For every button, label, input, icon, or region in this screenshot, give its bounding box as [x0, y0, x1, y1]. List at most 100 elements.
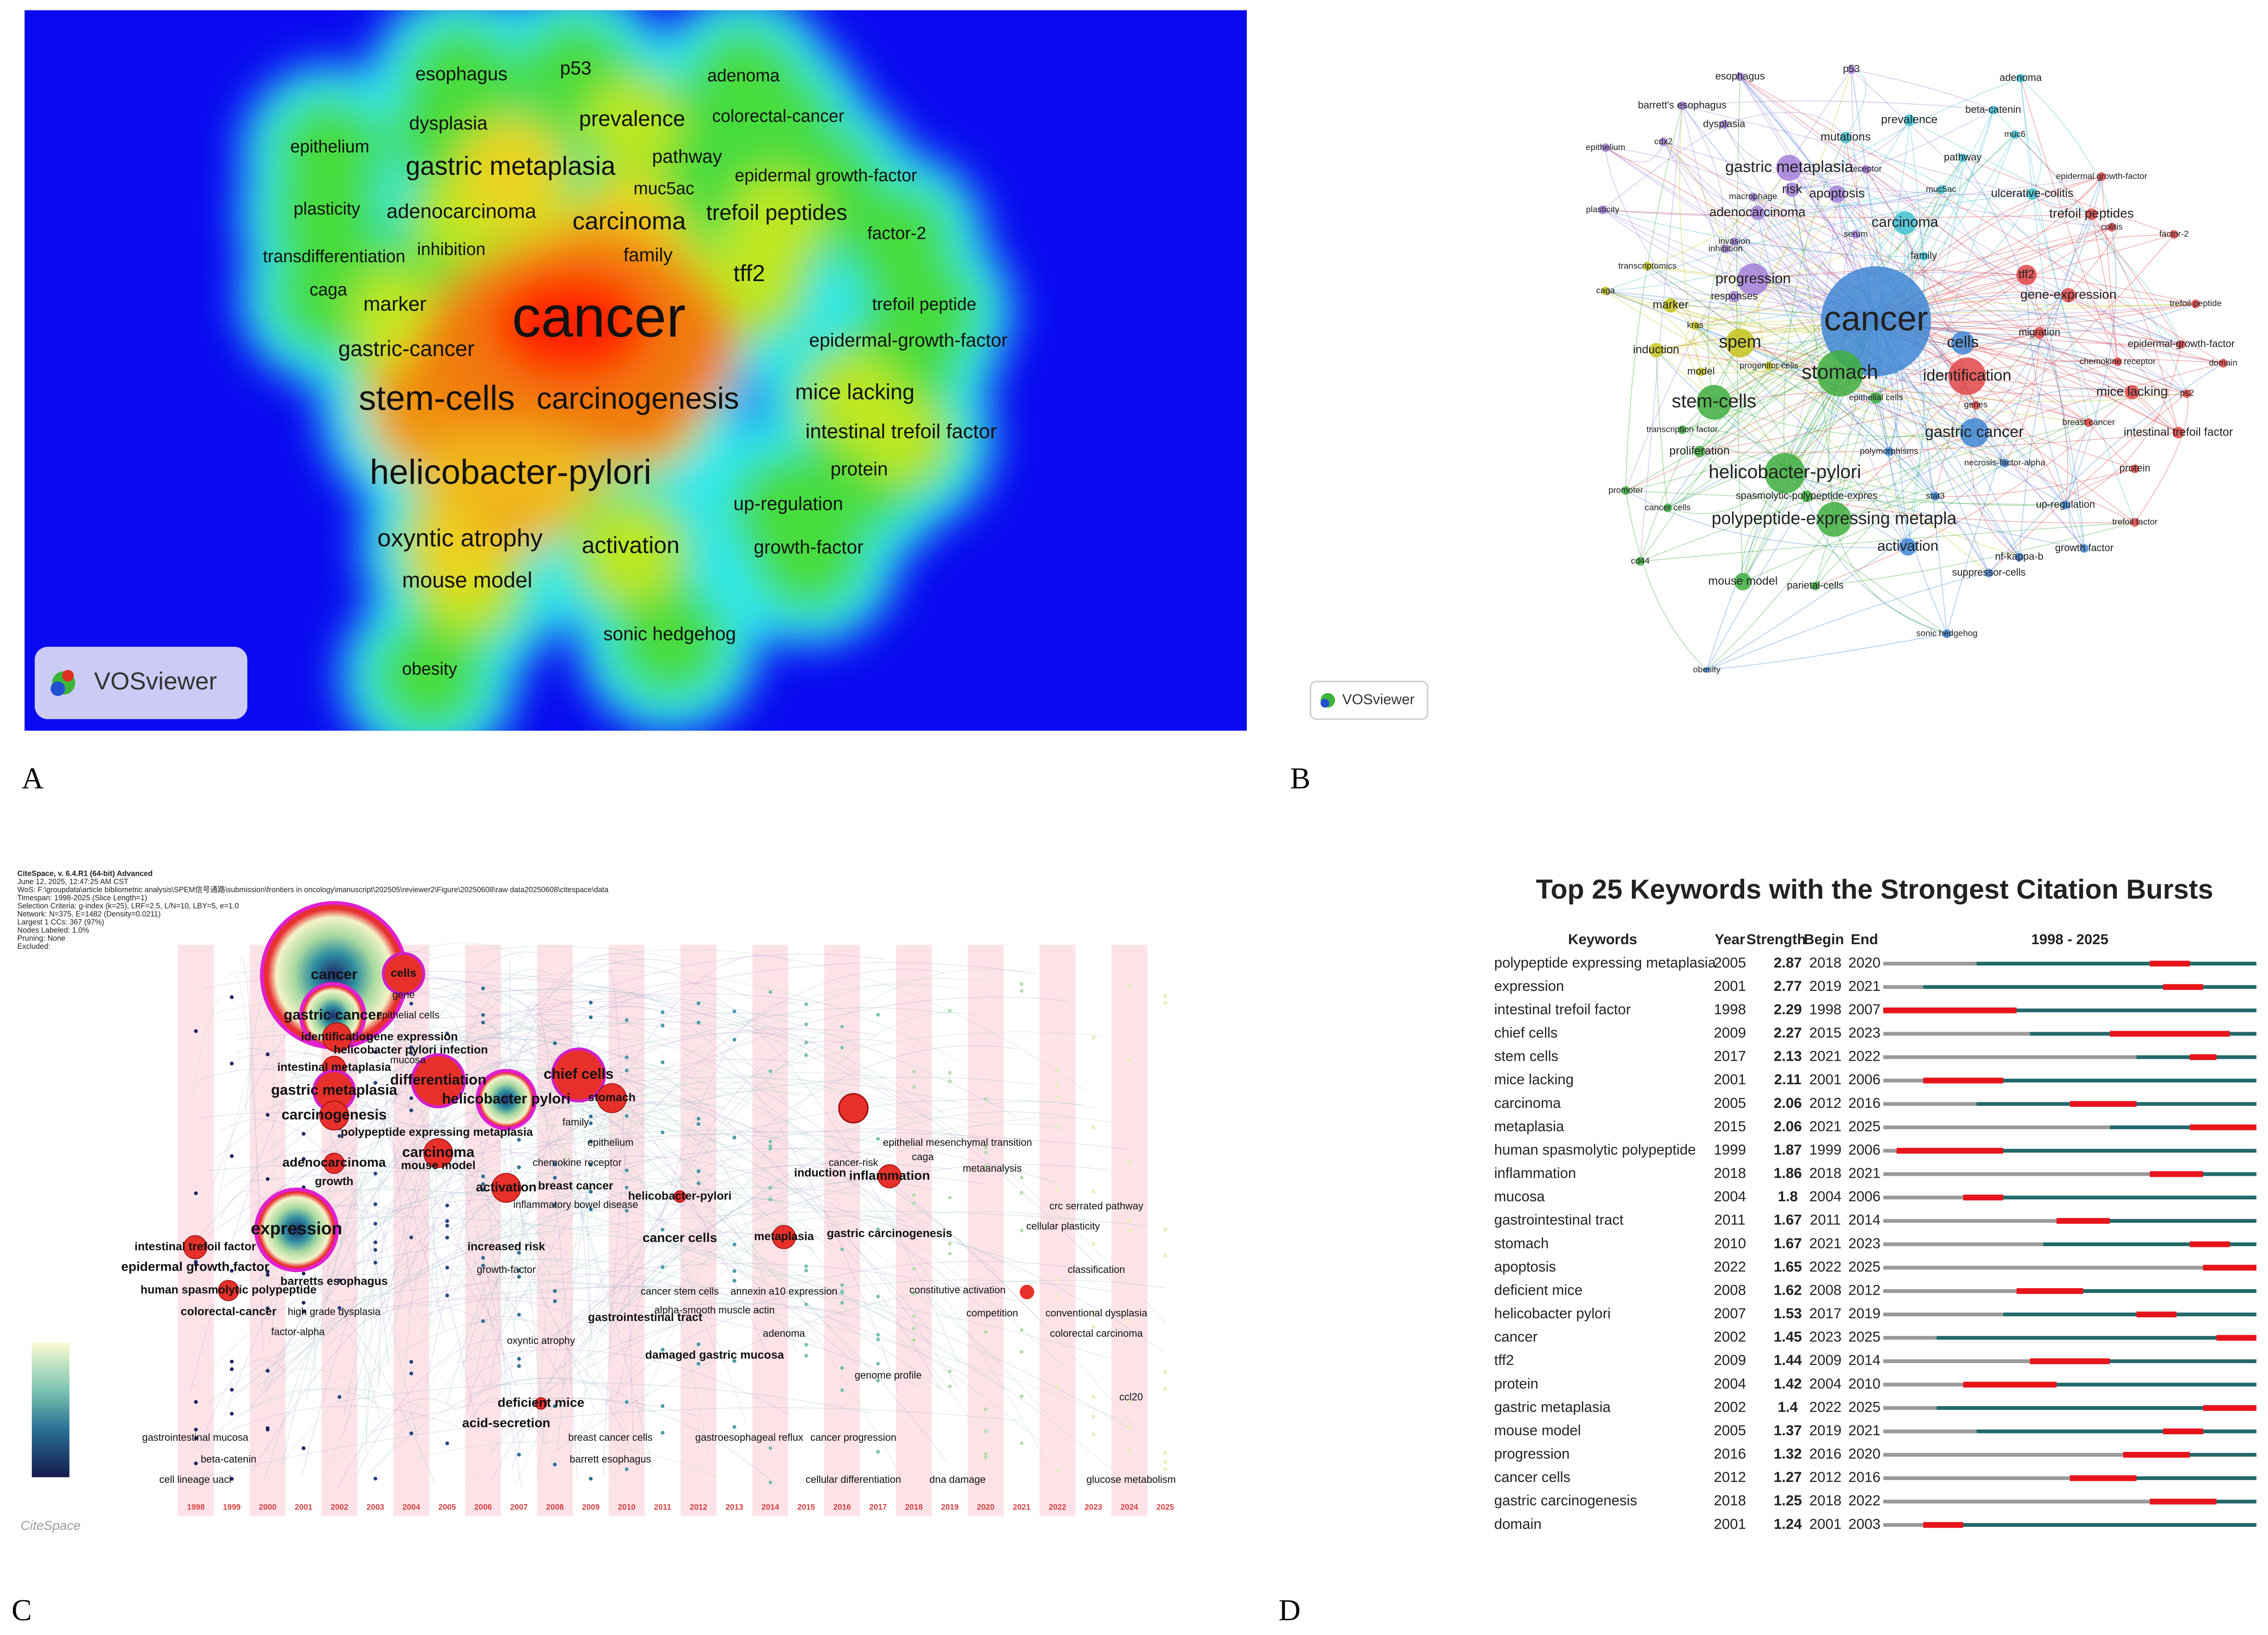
- network-term: sonic hedgehog: [1916, 628, 1978, 638]
- logo-icon: [50, 681, 65, 696]
- timeline-dot: [373, 1202, 378, 1206]
- network-edge: [1992, 110, 2188, 394]
- network-term: inhibition: [1709, 243, 1743, 253]
- end: 2007: [1848, 1001, 1881, 1017]
- timeline-dot: [876, 1294, 880, 1299]
- timeline-edge: [357, 1305, 497, 1330]
- active-segment: [2017, 1289, 2256, 1293]
- network-edge: [2019, 176, 2102, 557]
- timeline-dot: [588, 1121, 593, 1125]
- timeline-edge: [334, 1106, 476, 1420]
- begin: 2008: [1809, 1282, 1842, 1298]
- network-edge: [1962, 342, 2188, 394]
- network-node: [1735, 72, 1745, 81]
- timeline-edge: [337, 1046, 760, 1261]
- timeline-dot: [768, 1446, 772, 1450]
- density-term: transdifferentiation: [263, 246, 405, 266]
- header-line: June 12, 2025, 12:47:25 AM CST: [18, 878, 129, 886]
- timeline-term: caga: [912, 1151, 934, 1162]
- timeline-dot: [912, 1314, 916, 1318]
- timeline-dot: [1163, 1254, 1167, 1258]
- begin: 1998: [1809, 1001, 1842, 1017]
- end: 2006: [1848, 1188, 1881, 1205]
- keyword: apoptosis: [1494, 1259, 1556, 1275]
- network-edge: [1753, 279, 2224, 364]
- timeline-dot: [625, 1168, 629, 1173]
- before-segment: [1883, 1523, 1924, 1527]
- year-label: 2000: [259, 1502, 276, 1512]
- timeline-term: cancer cells: [643, 1230, 717, 1245]
- timeline-dot: [194, 1262, 198, 1266]
- timeline-edge: [458, 1259, 818, 1345]
- network-edge: [1907, 120, 1926, 547]
- header-line: WoS: F:\groupdata\article bibliometric a…: [18, 885, 609, 894]
- timeline-dot: [1163, 1467, 1167, 1471]
- network-edge: [1907, 134, 2016, 547]
- timeline-dot: [840, 1248, 844, 1252]
- timeline-term: cancer progression: [810, 1432, 896, 1443]
- year-stripe: [393, 945, 429, 1517]
- network-term: epithelial cells: [1849, 393, 1903, 402]
- timeline-dot: [912, 1193, 916, 1197]
- timeline-dot: [481, 1256, 485, 1260]
- network-edge: [1714, 402, 1834, 520]
- timeline-dot: [948, 1251, 952, 1255]
- network-node: [2182, 389, 2192, 398]
- timeline-dot: [517, 1452, 521, 1457]
- timeline-dot: [625, 1400, 629, 1404]
- timeline-term: barrett esophagus: [570, 1453, 651, 1465]
- timeline-term: helicobacter pylori: [442, 1090, 570, 1106]
- timeline-edge: [343, 1180, 389, 1365]
- end: 2021: [1848, 978, 1881, 994]
- network-term: gastric metaplasia: [1725, 158, 1854, 176]
- network-edge: [1988, 363, 2224, 573]
- year: 2016: [1714, 1446, 1746, 1462]
- burst-segment: [2189, 1124, 2256, 1131]
- year: 2001: [1714, 1071, 1746, 1088]
- density-term: epidermal-growth-factor: [809, 329, 1007, 350]
- timeline-dot: [732, 1269, 736, 1273]
- timeline-dot: [804, 1040, 808, 1045]
- timeline-term: conventional dysplasia: [1046, 1307, 1148, 1319]
- network-edge: [1605, 147, 1856, 235]
- begin: 2021: [1809, 1118, 1842, 1134]
- network-term: ulcerative-colitis: [1991, 187, 2073, 200]
- active-segment: [1963, 1195, 2256, 1199]
- timeline-dot: [804, 1264, 808, 1268]
- network-edge: [1655, 350, 1908, 547]
- density-term: marker: [363, 293, 426, 315]
- year: 2001: [1714, 1516, 1746, 1532]
- network-node: [1943, 629, 1951, 639]
- before-segment: [1883, 1476, 2070, 1480]
- network-node: [2176, 340, 2186, 349]
- network-term: mutations: [1821, 130, 1870, 143]
- network-node: [2034, 327, 2046, 339]
- timeline-term: colorectal-cancer: [181, 1305, 276, 1318]
- year-label: 2007: [510, 1502, 528, 1512]
- network-term: mice lacking: [2096, 384, 2168, 399]
- strength: 1.8: [1778, 1188, 1797, 1205]
- network-edge: [1734, 241, 2069, 296]
- timeline-dot: [481, 1319, 485, 1323]
- end: 2006: [1848, 1142, 1881, 1158]
- timeline-edge: [609, 1197, 1165, 1352]
- timeline-dot: [840, 1045, 844, 1050]
- timeline-edge: [294, 1070, 815, 1254]
- strength: 2.87: [1774, 954, 1802, 971]
- timeline-term: helicobacter-pylori: [628, 1189, 732, 1202]
- timeline-dot: [984, 1407, 988, 1412]
- keyword: protein: [1494, 1376, 1539, 1392]
- timeline-term: crc serrated pathway: [1049, 1200, 1143, 1211]
- burst-segment: [2203, 1265, 2256, 1271]
- timeline-term: adenocarcinoma: [282, 1155, 386, 1169]
- network-edge: [1946, 214, 2092, 634]
- network-node: [1721, 244, 1730, 253]
- timeline-dot: [230, 1269, 234, 1273]
- column-header: Strength: [1747, 931, 1806, 947]
- range-label: 1998 - 2025: [2031, 931, 2109, 947]
- network-edge: [1837, 193, 2179, 433]
- logo-box: [35, 646, 248, 719]
- timeline-dot: [912, 1326, 916, 1330]
- network-term: obesity: [1693, 664, 1721, 674]
- network-edge: [2020, 78, 2118, 362]
